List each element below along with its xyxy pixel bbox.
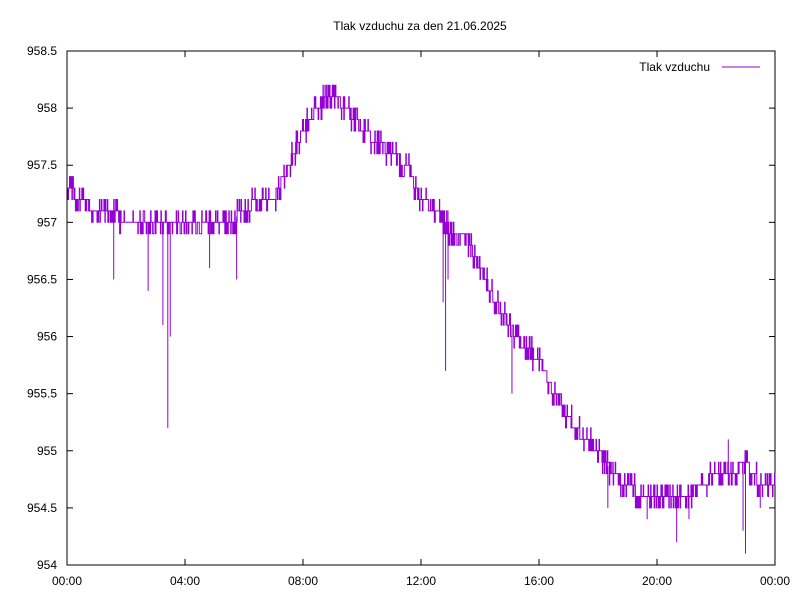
series-layer	[67, 84, 776, 554]
legend-label: Tlak vzduchu	[639, 60, 710, 74]
y-tick-label: 955.5	[27, 387, 57, 401]
y-tick-label: 956.5	[27, 272, 57, 286]
x-tick-label: 00:00	[760, 574, 790, 588]
legend: Tlak vzduchu	[639, 60, 760, 74]
x-tick-label: 04:00	[170, 574, 200, 588]
y-tick-label: 957.5	[27, 158, 57, 172]
y-tick-label: 958.5	[27, 44, 57, 58]
y-tick-label: 955	[37, 444, 57, 458]
series-line	[67, 84, 776, 509]
x-tick-label: 00:00	[52, 574, 82, 588]
y-tick-label: 956	[37, 330, 57, 344]
x-tick-label: 08:00	[288, 574, 318, 588]
chart-title: Tlak vzduchu za den 21.06.2025	[333, 19, 507, 33]
x-tick-label: 12:00	[406, 574, 436, 588]
y-axis-ticks: 954 954.5 955 955.5 956 956.5 957 957.5 958 958.5	[27, 44, 775, 572]
x-tick-label: 20:00	[642, 574, 672, 588]
x-tick-label: 16:00	[524, 574, 554, 588]
x-axis-ticks: 00:00 04:00 08:00 12:00 16:00 20:00 00:00	[52, 51, 790, 588]
y-tick-label: 954	[37, 558, 57, 572]
y-tick-label: 954.5	[27, 501, 57, 515]
y-tick-label: 957	[37, 215, 57, 229]
y-tick-label: 958	[37, 101, 57, 115]
